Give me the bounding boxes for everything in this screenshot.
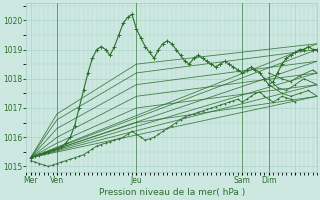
X-axis label: Pression niveau de la mer( hPa ): Pression niveau de la mer( hPa ) (99, 188, 245, 197)
